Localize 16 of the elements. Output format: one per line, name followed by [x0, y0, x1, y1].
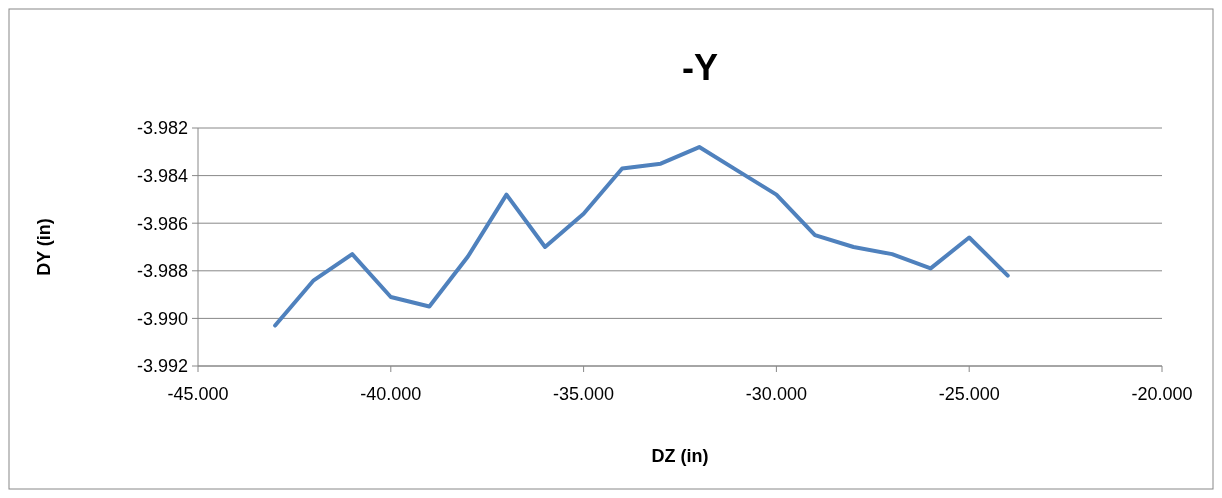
x-axis-title: DZ (in): [651, 446, 709, 466]
x-tick-label: -25.000: [938, 384, 1000, 404]
y-tick-label: -3.984: [136, 165, 188, 186]
y-tick-label: -3.982: [136, 118, 188, 139]
y-tick-label: -3.992: [136, 356, 188, 377]
chart-title: -Y: [682, 47, 718, 88]
x-tick-label: -40.000: [360, 384, 422, 404]
y-tick-label: -3.990: [136, 308, 188, 329]
y-axis-title: DY (in): [34, 218, 54, 276]
y-tick-label: -3.986: [136, 213, 188, 234]
line-series: [273, 145, 1010, 328]
x-tick-label: -35.000: [553, 384, 615, 404]
x-tick-label: -30.000: [745, 384, 807, 404]
x-tick-label: -20.000: [1131, 384, 1193, 404]
y-tick-label: -3.988: [136, 261, 188, 282]
x-tick-label: -45.000: [167, 384, 229, 404]
